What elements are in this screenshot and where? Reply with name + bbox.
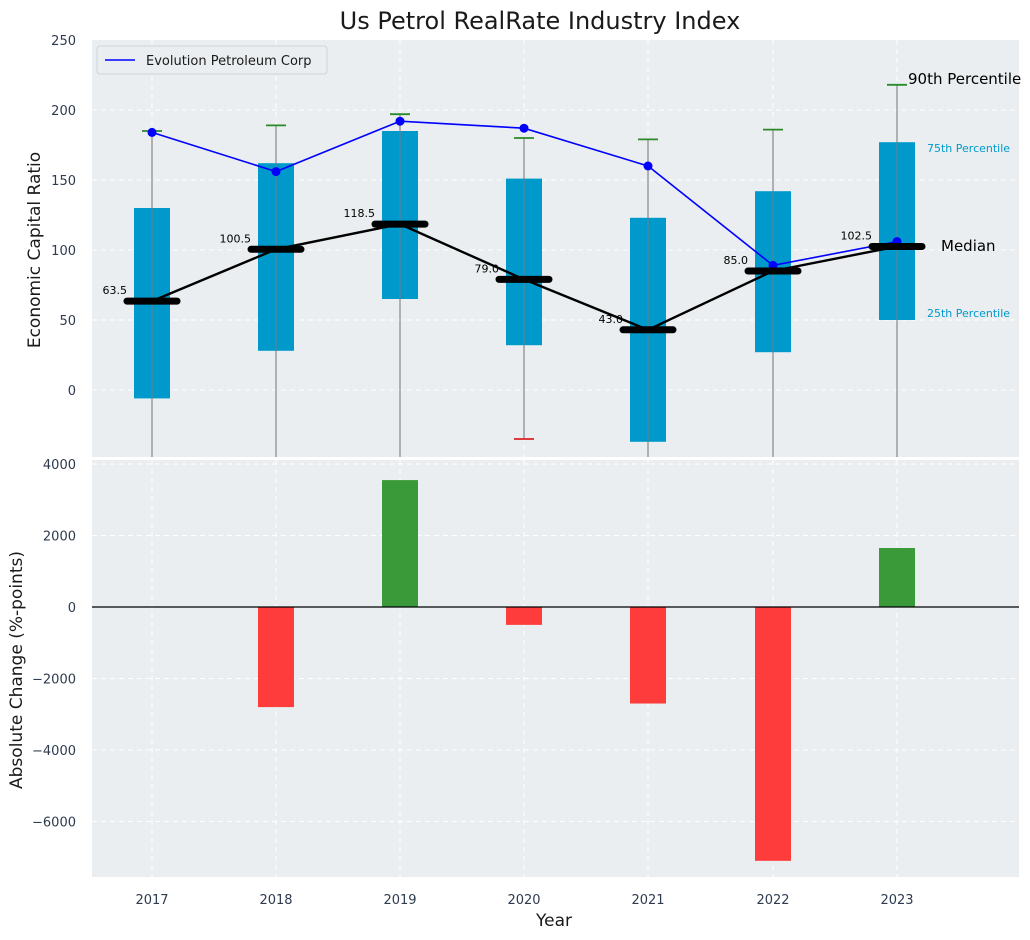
bottom-y-tick-label: 4000 — [43, 458, 76, 473]
x-tick-label: 2020 — [507, 893, 540, 908]
top-y-tick-label: 150 — [51, 174, 76, 189]
annotation-median: Median — [941, 237, 996, 255]
x-tick-label: 2018 — [259, 893, 292, 908]
annotation-p90: 90th Percentile — [908, 70, 1021, 88]
company-series-point-2018 — [271, 167, 281, 177]
top-y-tick-label: 0 — [68, 384, 76, 399]
change-bars — [92, 480, 1019, 861]
median-value-label: 79.0 — [475, 262, 500, 275]
bottom-y-tick-label: −6000 — [32, 816, 76, 831]
median-value-label: 100.5 — [220, 232, 252, 245]
change-bar-2020 — [506, 607, 542, 625]
bottom-y-tick-label: −4000 — [32, 744, 76, 759]
bottom-y-tick-label: 0 — [68, 601, 76, 616]
x-axis-title: Year — [535, 911, 572, 931]
change-bar-2021 — [630, 607, 666, 704]
axes-labels: 0 50 100 150 200 250 −6000 −4000 −2000 0 2000 4000 2… — [32, 34, 914, 908]
median-value-label: 43.0 — [599, 313, 624, 326]
annotation-p75: 75th Percentile — [927, 142, 1010, 155]
change-bar-2018 — [258, 607, 294, 708]
legend-label: Evolution Petroleum Corp — [146, 54, 312, 69]
median-value-label: 85.0 — [724, 254, 749, 267]
company-series-point-2021 — [643, 161, 653, 171]
top-y-axis-title: Economic Capital Ratio — [25, 152, 45, 348]
x-tick-label: 2017 — [135, 893, 168, 908]
change-bar-2019 — [382, 480, 418, 607]
company-series-point-2017 — [147, 127, 157, 137]
top-y-tick-label: 200 — [51, 104, 76, 119]
median-value-label: 102.5 — [841, 230, 873, 243]
change-bar-2022 — [755, 607, 791, 861]
bottom-y-tick-label: 2000 — [43, 530, 76, 545]
bottom-plot-area — [92, 460, 1019, 877]
bottom-y-axis-title: Absolute Change (%-points) — [7, 551, 27, 789]
median-value-label: 118.5 — [344, 207, 376, 220]
chart-title: Us Petrol RealRate Industry Index — [340, 7, 741, 35]
annotation-p25: 25th Percentile — [927, 307, 1010, 320]
x-tick-label: 2022 — [756, 893, 789, 908]
change-bar-2023 — [879, 548, 915, 607]
legend-box — [96, 45, 328, 75]
top-y-tick-label: 250 — [51, 34, 76, 49]
x-tick-label: 2021 — [631, 893, 664, 908]
medians: 63.5 100.5 118.5 79.0 43.0 85.0 102.5 — [103, 207, 926, 334]
bottom-y-tick-label: −2000 — [32, 673, 76, 688]
top-y-tick-label: 100 — [51, 244, 76, 259]
x-tick-label: 2023 — [880, 893, 913, 908]
legend: Evolution Petroleum Corp — [96, 45, 328, 75]
top-y-tick-label: 50 — [59, 314, 76, 329]
company-series-point-2020 — [519, 123, 529, 133]
median-value-label: 63.5 — [103, 284, 128, 297]
x-tick-label: 2019 — [383, 893, 416, 908]
company-series-point-2019 — [395, 116, 405, 126]
